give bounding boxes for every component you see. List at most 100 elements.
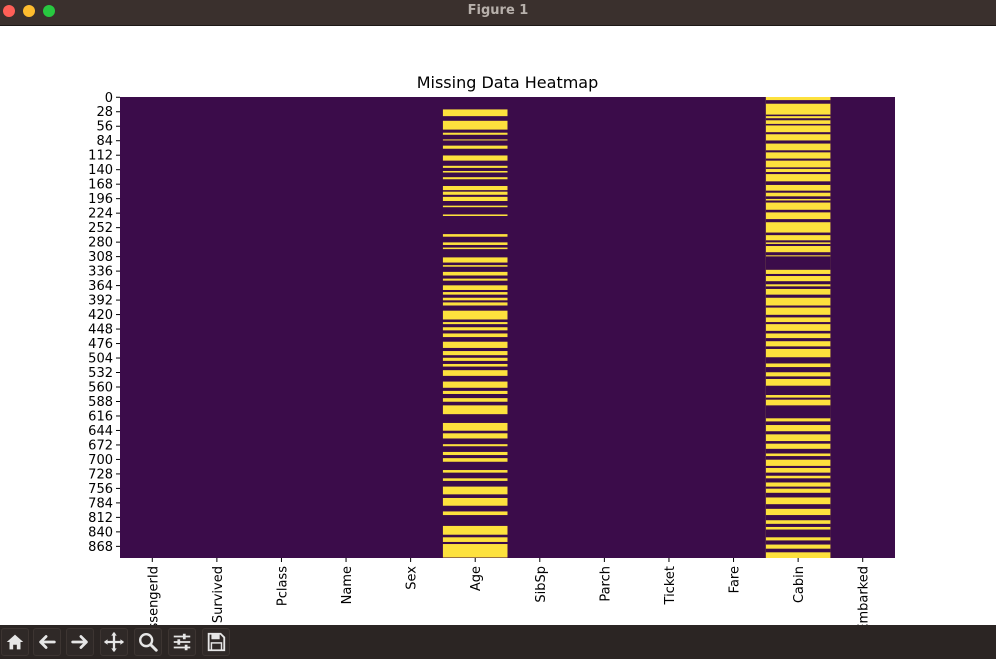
heatmap-cell-missing [442, 497, 508, 506]
heatmap-cell-missing [442, 390, 508, 394]
heatmap-cell-missing [442, 214, 508, 217]
heatmap-cell-present [765, 252, 831, 256]
heatmap-cell-missing [442, 381, 508, 388]
heatmap-cell-missing [442, 398, 508, 402]
y-tick-label: 364 [88, 279, 113, 294]
heatmap-cell-present [765, 492, 831, 498]
heatmap-cell-present [765, 523, 831, 527]
x-tick-label: Ticket [663, 566, 678, 605]
heatmap-cell-missing [442, 486, 508, 495]
heatmap-cell-present [765, 376, 831, 379]
y-tick-label: 616 [88, 409, 113, 424]
heatmap-cell-missing [442, 132, 508, 135]
heatmap-cell-present [765, 397, 831, 400]
x-tick-label: Fare [728, 566, 743, 593]
arrow-right-icon [71, 635, 88, 649]
x-tick-label: Embarked [857, 566, 872, 625]
heatmap-cell-present [765, 305, 831, 308]
heatmap-cell-present [765, 346, 831, 349]
home-button[interactable] [1, 628, 29, 656]
heatmap-cell-missing [442, 242, 508, 245]
configure-subplots-button[interactable] [168, 628, 196, 656]
heatmap-cell-present [765, 548, 831, 553]
heatmap-cell-present [765, 540, 831, 545]
heatmap-cell-missing [442, 297, 508, 301]
y-tick-label: 560 [88, 381, 113, 396]
x-tick-label: Cabin [792, 566, 807, 603]
y-tick-label: 644 [88, 424, 113, 439]
heatmap-cell-missing [442, 478, 508, 481]
heatmap-cell-missing [442, 285, 508, 290]
heatmap-cell-present [765, 515, 831, 521]
heatmap-cell-missing [442, 196, 508, 201]
heatmap-cell-present [765, 385, 831, 396]
zoom-button[interactable] [134, 628, 162, 656]
heatmap-cell-present [765, 123, 831, 126]
figure-canvas[interactable]: Missing Data Heatmap 0 28 56 84 112 140 168 196 2… [0, 26, 996, 625]
heatmap-cell-present [765, 181, 831, 185]
y-tick-label: 420 [88, 308, 113, 323]
y-tick-label: 504 [88, 352, 113, 367]
heatmap-cell-present [765, 114, 831, 117]
heatmap-cell-missing [442, 310, 508, 320]
heatmap-cell-missing [442, 422, 508, 431]
heatmap-cell-present [765, 140, 831, 144]
save-icon [207, 632, 226, 652]
heatmap-cell-missing [442, 544, 508, 558]
heatmap-cell-present [765, 100, 831, 104]
heatmap-cell-missing [442, 433, 508, 439]
y-tick-label: 700 [88, 453, 113, 468]
heatmap-cell-present [765, 322, 831, 325]
arrow-left-icon [39, 635, 56, 649]
heatmap-cell-present [765, 478, 831, 483]
heatmap-cell-missing [442, 363, 508, 367]
pan-button[interactable] [100, 628, 128, 656]
y-tick-label: 756 [88, 482, 113, 497]
heatmap-cell-present [765, 172, 831, 175]
heatmap-cell-missing [442, 257, 508, 263]
heatmap-cell-missing [442, 165, 508, 168]
minimize-window-button[interactable] [23, 5, 35, 17]
y-tick-label: 56 [96, 120, 113, 135]
heatmap-cell-missing [442, 537, 508, 542]
x-tick-label: Parch [598, 566, 613, 602]
heatmap-cell-present [765, 158, 831, 161]
heatmap-cell-missing [442, 139, 508, 141]
heatmap-cell-present [765, 219, 831, 223]
heatmap-cell-present [765, 256, 831, 270]
heatmap-cell-missing [442, 322, 508, 325]
y-tick-label: 448 [88, 323, 113, 338]
back-button[interactable] [33, 628, 61, 656]
close-window-button[interactable] [3, 5, 15, 17]
y-tick-label: 588 [88, 395, 113, 410]
y-tick-label: 840 [88, 525, 113, 540]
heatmap-cell-present [765, 504, 831, 509]
x-tick-label: Age [469, 566, 484, 591]
heatmap-cell-missing [442, 341, 508, 348]
y-tick-label: 28 [96, 105, 113, 120]
heatmap-cell-present [765, 448, 831, 454]
heatmap-cell-present [765, 167, 831, 169]
forward-button[interactable] [66, 628, 94, 656]
maximize-window-button[interactable] [43, 5, 55, 17]
heatmap-cell-present [765, 294, 831, 298]
heatmap-cell-present [765, 465, 831, 468]
heatmap-cell-present [765, 150, 831, 153]
save-button[interactable] [202, 628, 230, 656]
window-titlebar: Figure 1 [0, 0, 996, 26]
heatmap-cell-present [765, 118, 831, 121]
heatmap-cell-missing [442, 357, 508, 361]
move-icon [103, 631, 125, 653]
y-tick-label: 196 [88, 192, 113, 207]
y-tick-label: 868 [88, 540, 113, 555]
home-icon [6, 634, 24, 650]
heatmap-cell-present [765, 286, 831, 289]
heatmap-cell-present [765, 281, 831, 285]
heatmap-cell-missing [442, 170, 508, 173]
heatmap-cell-missing [442, 278, 508, 281]
x-tick-label: Pclass [275, 566, 290, 606]
heatmap-cell-present [765, 456, 831, 460]
heatmap-cell-present [765, 243, 831, 247]
y-tick-label: 812 [88, 511, 113, 526]
y-tick-label: 252 [88, 221, 113, 236]
